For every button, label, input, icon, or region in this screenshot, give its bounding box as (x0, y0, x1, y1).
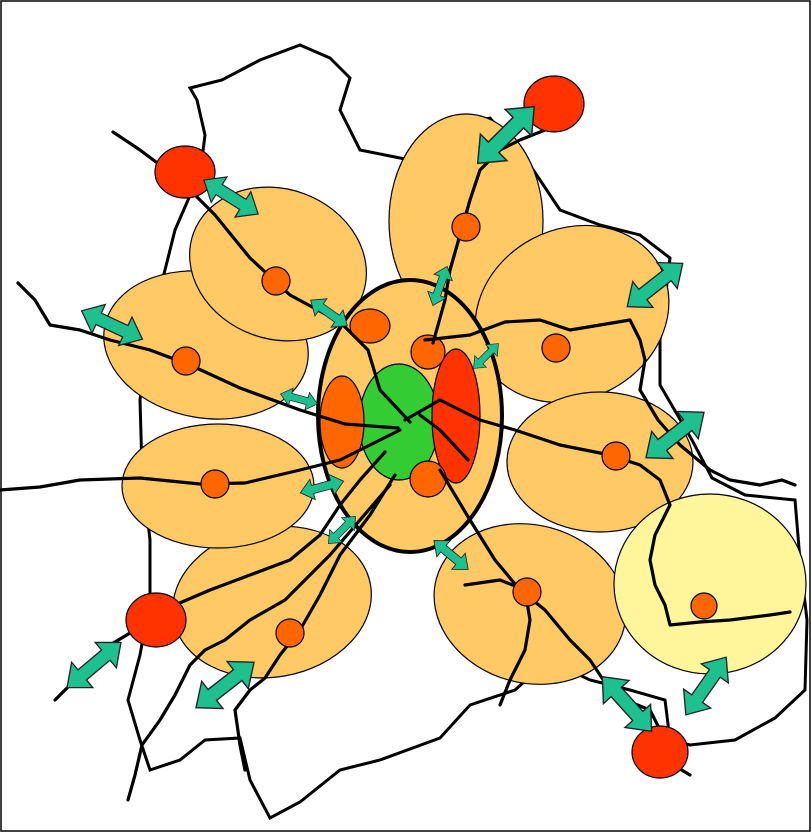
node (275, 618, 305, 648)
inner-node (349, 308, 391, 344)
node (200, 469, 230, 499)
node (451, 212, 481, 242)
external-node (125, 592, 187, 648)
node (601, 441, 631, 471)
node (690, 592, 718, 620)
node (261, 266, 291, 296)
inner-node (431, 348, 481, 484)
core-cluster (319, 308, 481, 498)
node (541, 333, 571, 363)
satellite-nodes (171, 212, 718, 648)
satellite-region (506, 391, 694, 533)
boundary-outline (126, 43, 809, 821)
inner-node (410, 334, 446, 370)
node (512, 577, 542, 607)
external-nodes (125, 75, 689, 779)
external-node (631, 725, 689, 779)
external-node (154, 145, 216, 199)
external-node (523, 75, 585, 133)
node (171, 346, 201, 376)
outer-ring-region (613, 493, 807, 675)
inner-node (409, 460, 447, 498)
